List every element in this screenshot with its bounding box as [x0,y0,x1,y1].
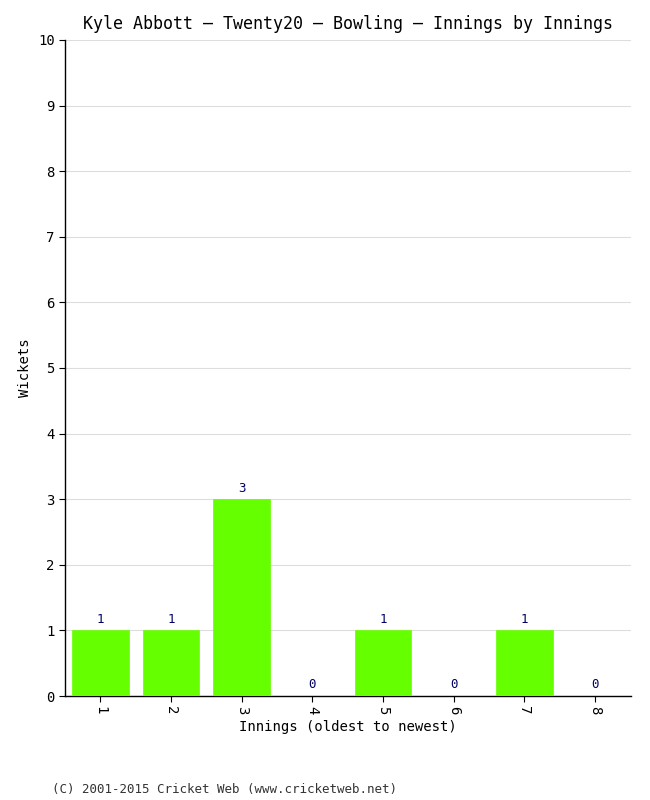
Bar [143,630,200,696]
Text: 1: 1 [97,614,104,626]
Title: Kyle Abbott – Twenty20 – Bowling – Innings by Innings: Kyle Abbott – Twenty20 – Bowling – Innin… [83,15,613,33]
Bar [213,499,270,696]
Text: 0: 0 [592,678,599,690]
Y-axis label: Wickets: Wickets [18,338,32,398]
Text: 3: 3 [238,482,246,495]
Text: (C) 2001-2015 Cricket Web (www.cricketweb.net): (C) 2001-2015 Cricket Web (www.cricketwe… [52,783,397,796]
Text: 1: 1 [167,614,175,626]
Text: 1: 1 [380,614,387,626]
Text: 0: 0 [450,678,458,690]
X-axis label: Innings (oldest to newest): Innings (oldest to newest) [239,720,456,734]
Text: 1: 1 [521,614,528,626]
Text: 0: 0 [309,678,316,690]
Bar [496,630,552,696]
Bar [72,630,129,696]
Bar [355,630,411,696]
